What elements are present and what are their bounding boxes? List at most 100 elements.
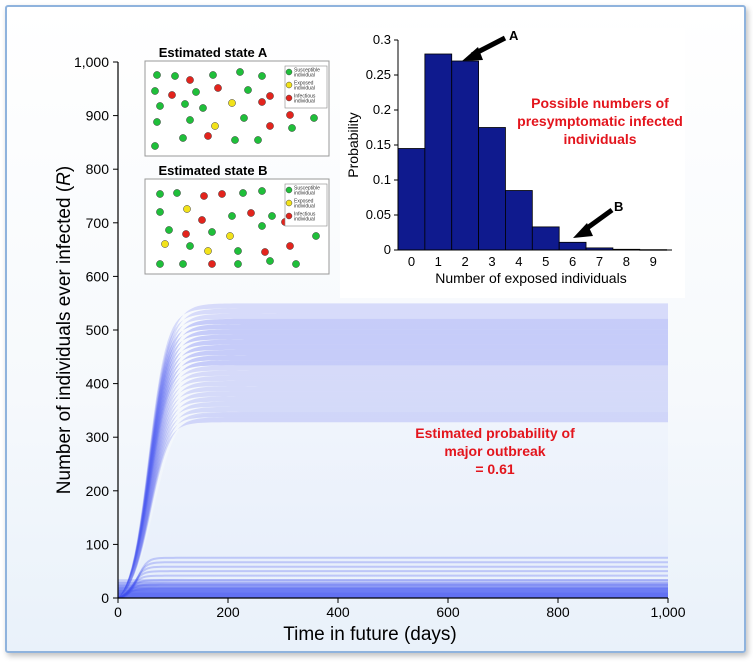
legend-label: individual bbox=[294, 204, 315, 210]
y-tick-label: 200 bbox=[86, 483, 110, 499]
x-tick-label: 600 bbox=[436, 604, 460, 620]
arrow-a-label: A bbox=[509, 28, 519, 43]
inset-x-tick-label: 2 bbox=[462, 254, 469, 269]
individual-dot bbox=[183, 205, 191, 213]
legend-swatch bbox=[285, 186, 293, 194]
inset-annotation-line-3: individuals bbox=[563, 131, 636, 147]
early-trajectory bbox=[118, 570, 668, 598]
inset-y-tick-label: 0.3 bbox=[373, 32, 391, 47]
trajectory-band bbox=[118, 386, 668, 598]
legend-label: Exposed bbox=[294, 199, 314, 205]
individual-dot bbox=[234, 260, 242, 268]
individual-dot bbox=[292, 260, 300, 268]
x-tick-labels: 0 200 400 600 800 1,000 bbox=[114, 598, 686, 620]
individual-dot bbox=[312, 232, 320, 240]
individual-dot bbox=[153, 118, 161, 126]
x-tick-label: 0 bbox=[114, 604, 122, 620]
trajectory-band bbox=[118, 406, 668, 598]
individual-dot bbox=[266, 122, 274, 130]
annotation-line-3: = 0.61 bbox=[475, 461, 515, 477]
individual-dot bbox=[231, 136, 239, 144]
arrow-b-head bbox=[573, 223, 593, 238]
state-a-panel: Estimated state A SusceptibleindividualE… bbox=[144, 45, 330, 157]
y-tick-labels: 0 100 200 300 400 500 600 700 800 900 1,000 bbox=[74, 54, 118, 606]
trajectory-band bbox=[118, 324, 668, 598]
x-tick-label: 200 bbox=[216, 604, 240, 620]
y-axis-title: Number of individuals ever infected (R) bbox=[54, 166, 75, 494]
histogram-bar bbox=[451, 60, 479, 251]
individual-dot bbox=[288, 124, 296, 132]
y-tick-label: 100 bbox=[86, 536, 110, 552]
legend-label: individual bbox=[294, 86, 315, 92]
inset-x-tick-label: 6 bbox=[569, 254, 576, 269]
major-outbreak-annotation: Estimated probability of major outbreak … bbox=[415, 425, 575, 477]
individual-dot bbox=[171, 72, 179, 80]
legend-swatch bbox=[285, 81, 293, 89]
trajectory-band bbox=[118, 355, 668, 598]
inset-y-tick-labels: 0 0.05 0.1 0.15 0.2 0.25 0.3 bbox=[366, 32, 398, 257]
legend-label: Susceptible bbox=[294, 186, 320, 192]
individual-dot bbox=[208, 260, 216, 268]
minor-outbreak-band bbox=[118, 592, 668, 598]
arrow-a: A bbox=[462, 28, 519, 61]
early-trajectory bbox=[118, 574, 668, 598]
trajectory-band bbox=[118, 396, 668, 598]
individual-dot bbox=[218, 190, 226, 198]
y-tick-label: 0 bbox=[101, 590, 109, 606]
individual-dot bbox=[254, 136, 262, 144]
state-a-title: Estimated state A bbox=[159, 45, 268, 60]
trajectory-band bbox=[118, 334, 668, 598]
individual-dot bbox=[168, 91, 176, 99]
state-b-legend: SusceptibleindividualExposedindividualIn… bbox=[284, 183, 328, 227]
individual-dot bbox=[214, 84, 222, 92]
inset-y-tick-label: 0.15 bbox=[366, 137, 391, 152]
individual-dot bbox=[182, 230, 190, 238]
trajectory-band bbox=[118, 411, 668, 598]
outbreak-trajectory-density bbox=[118, 303, 668, 598]
annotation-line-2: major outbreak bbox=[444, 443, 545, 459]
inset-annotation: Possible numbers of presymptomatic infec… bbox=[517, 95, 683, 147]
inset-x-tick-label: 7 bbox=[596, 254, 603, 269]
individual-dot bbox=[151, 142, 159, 150]
individual-dot bbox=[179, 260, 187, 268]
individual-dot bbox=[209, 71, 217, 79]
histogram-bar bbox=[424, 53, 453, 251]
trajectory-band bbox=[118, 401, 668, 598]
trajectory-band bbox=[118, 318, 668, 598]
individual-dot bbox=[211, 122, 219, 130]
early-trajectory bbox=[118, 565, 668, 598]
individual-dot bbox=[179, 134, 187, 142]
individual-dot bbox=[204, 132, 212, 140]
individual-dot bbox=[266, 257, 274, 265]
inset-x-tick-labels: 0 1 2 3 4 5 6 7 8 9 bbox=[408, 254, 657, 269]
individual-dot bbox=[239, 189, 247, 197]
minor-outbreak-band bbox=[118, 589, 668, 598]
individual-dot bbox=[258, 187, 266, 195]
trajectory-band bbox=[118, 313, 668, 598]
early-trajectory bbox=[118, 587, 668, 598]
individual-dot bbox=[266, 92, 274, 100]
inset-y-tick-label: 0.1 bbox=[373, 172, 391, 187]
arrow-b: B bbox=[573, 199, 623, 238]
inset-y-tick-label: 0.25 bbox=[366, 67, 391, 82]
state-b-panel: Estimated state B Susceptible individualE… bbox=[144, 163, 330, 275]
y-tick-label: 600 bbox=[86, 268, 110, 284]
legend-swatch bbox=[285, 68, 293, 76]
inset-y-tick-label: 0.05 bbox=[366, 207, 391, 222]
legend-swatch bbox=[285, 94, 293, 102]
inset-x-tick-label: 8 bbox=[623, 254, 630, 269]
individual-dot bbox=[228, 99, 236, 107]
trajectory-band bbox=[118, 391, 668, 598]
state-b-title: Estimated state B bbox=[158, 163, 267, 178]
inset-x-axis-title: Number of exposed individuals bbox=[435, 270, 626, 286]
early-trajectory bbox=[118, 583, 668, 598]
trajectory-band bbox=[118, 360, 668, 598]
trajectory-band bbox=[118, 380, 668, 598]
inset-x-tick-label: 4 bbox=[515, 254, 522, 269]
individual-dot bbox=[286, 111, 294, 119]
individual-dot bbox=[156, 102, 164, 110]
inset-annotation-line-2: presymptomatic infected bbox=[517, 113, 683, 129]
early-trajectory bbox=[118, 561, 668, 598]
legend-label: Infectious bbox=[294, 212, 316, 218]
early-trajectory bbox=[118, 579, 668, 598]
